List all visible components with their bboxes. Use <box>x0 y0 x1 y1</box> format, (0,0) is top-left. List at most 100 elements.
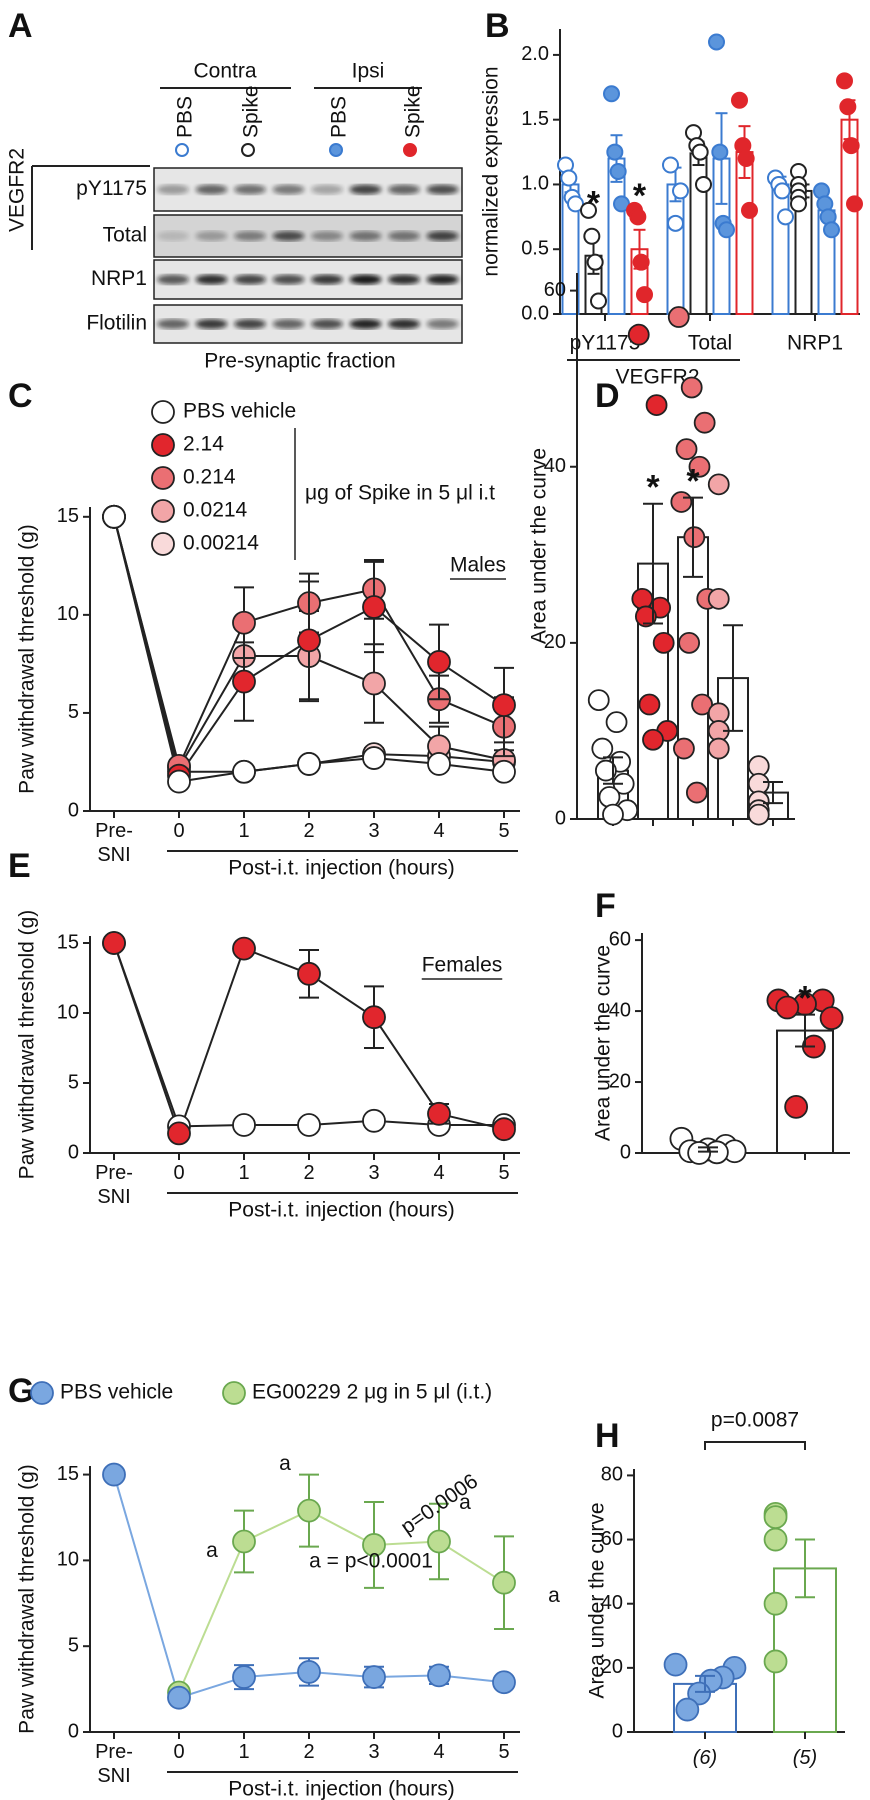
data-point <box>683 526 706 549</box>
y-tick-label: 2.0 <box>521 43 549 65</box>
data-point <box>167 769 191 794</box>
blot-band <box>311 274 343 285</box>
lane-label: PBS <box>328 96 351 138</box>
blot-band <box>426 319 459 329</box>
data-point <box>688 455 711 478</box>
data-point <box>232 1665 256 1689</box>
data-point <box>102 1462 126 1487</box>
y-tick-label: 20 <box>544 631 566 653</box>
y-axis-label: normalized expression <box>480 66 503 276</box>
x-tick-label: (6) <box>692 1747 718 1769</box>
data-point <box>652 631 675 654</box>
panel-letter: B <box>485 7 510 45</box>
y-tick-label: 0 <box>620 1141 631 1163</box>
x-tick-label: 5 <box>498 1741 510 1763</box>
y-tick-label: 0 <box>68 799 79 821</box>
data-point <box>675 438 698 461</box>
data-point <box>102 931 126 955</box>
data-point <box>741 201 758 219</box>
data-point <box>492 1570 516 1595</box>
legend-label: PBS vehicle <box>183 400 296 423</box>
data-point <box>763 1527 788 1552</box>
x-tick-label: 5 <box>498 820 510 842</box>
blot-band <box>272 319 305 329</box>
blot-band <box>234 319 266 329</box>
group-label: Contra <box>193 60 256 83</box>
data-point <box>675 1697 700 1722</box>
data-point <box>708 33 725 51</box>
data-point <box>737 150 755 168</box>
y-tick-label: 0 <box>555 807 566 829</box>
data-point <box>685 781 708 804</box>
bar <box>677 536 709 820</box>
data-point <box>297 961 321 986</box>
data-point <box>297 1660 321 1684</box>
x-tick-label: 3 <box>368 820 380 842</box>
data-point <box>842 137 860 155</box>
point-label: a <box>279 1452 291 1475</box>
error-bar <box>723 624 743 732</box>
data-point <box>587 689 610 712</box>
x-tick-label: 3 <box>368 1162 380 1184</box>
blot-row-label: Total <box>103 224 147 247</box>
y-tick-label: 15 <box>57 931 79 953</box>
panel-letter: E <box>8 847 31 885</box>
data-point <box>492 693 516 717</box>
x-tick-label: 4 <box>433 1162 445 1184</box>
annotation: Females <box>422 954 503 977</box>
data-point <box>362 746 386 770</box>
blot-band <box>426 274 459 285</box>
data-point <box>492 759 516 784</box>
data-point <box>362 1665 386 1689</box>
x-tick-label: (5) <box>792 1747 818 1769</box>
blot-band <box>426 184 459 195</box>
y-tick-label: 10 <box>57 603 79 625</box>
data-point <box>638 693 661 716</box>
y-tick-label: 15 <box>57 1463 79 1485</box>
data-point <box>691 143 709 161</box>
point-label: a <box>206 1539 218 1562</box>
y-tick-label: 0 <box>68 1141 79 1163</box>
panel-letter: C <box>8 377 33 415</box>
blot-band <box>234 184 266 195</box>
data-point <box>687 1141 712 1165</box>
y-tick-label: 60 <box>609 928 631 950</box>
data-point <box>297 752 321 776</box>
blot-band <box>426 231 459 241</box>
data-point <box>232 759 256 784</box>
legend-marker <box>30 1381 54 1405</box>
blot-band <box>195 231 228 241</box>
blot-band <box>272 184 305 195</box>
x-tick-label: Total <box>688 332 732 355</box>
panel-letter: D <box>595 377 620 415</box>
data-point <box>232 669 256 694</box>
lane-marker <box>241 143 255 157</box>
data-point <box>362 595 386 619</box>
bar <box>666 183 685 315</box>
blot-band <box>234 231 266 241</box>
x-tick-label: 1 <box>238 820 250 842</box>
blot-band <box>157 274 189 285</box>
blot-band <box>157 319 189 329</box>
data-point <box>678 631 701 654</box>
blot-band <box>349 274 382 285</box>
data-point <box>836 72 853 90</box>
data-point <box>672 182 689 200</box>
blot-band <box>311 319 343 329</box>
data-point <box>602 803 624 826</box>
x-tick-label: 0 <box>173 820 185 842</box>
y-tick-label: 5 <box>68 701 79 723</box>
annotation: p=0.0087 <box>711 1409 799 1432</box>
x-axis-label: Post-i.t. injection (hours) <box>228 1778 454 1800</box>
data-point <box>492 1670 516 1695</box>
data-point <box>680 376 703 399</box>
error-bar <box>683 496 703 578</box>
legend-label: PBS vehicle <box>60 1381 173 1404</box>
data-point <box>673 737 695 760</box>
y-axis-label: Area under the curve <box>592 945 615 1141</box>
blot-band <box>349 184 382 195</box>
data-point <box>662 156 679 174</box>
data-point <box>663 1652 688 1677</box>
blot-band <box>388 274 420 285</box>
